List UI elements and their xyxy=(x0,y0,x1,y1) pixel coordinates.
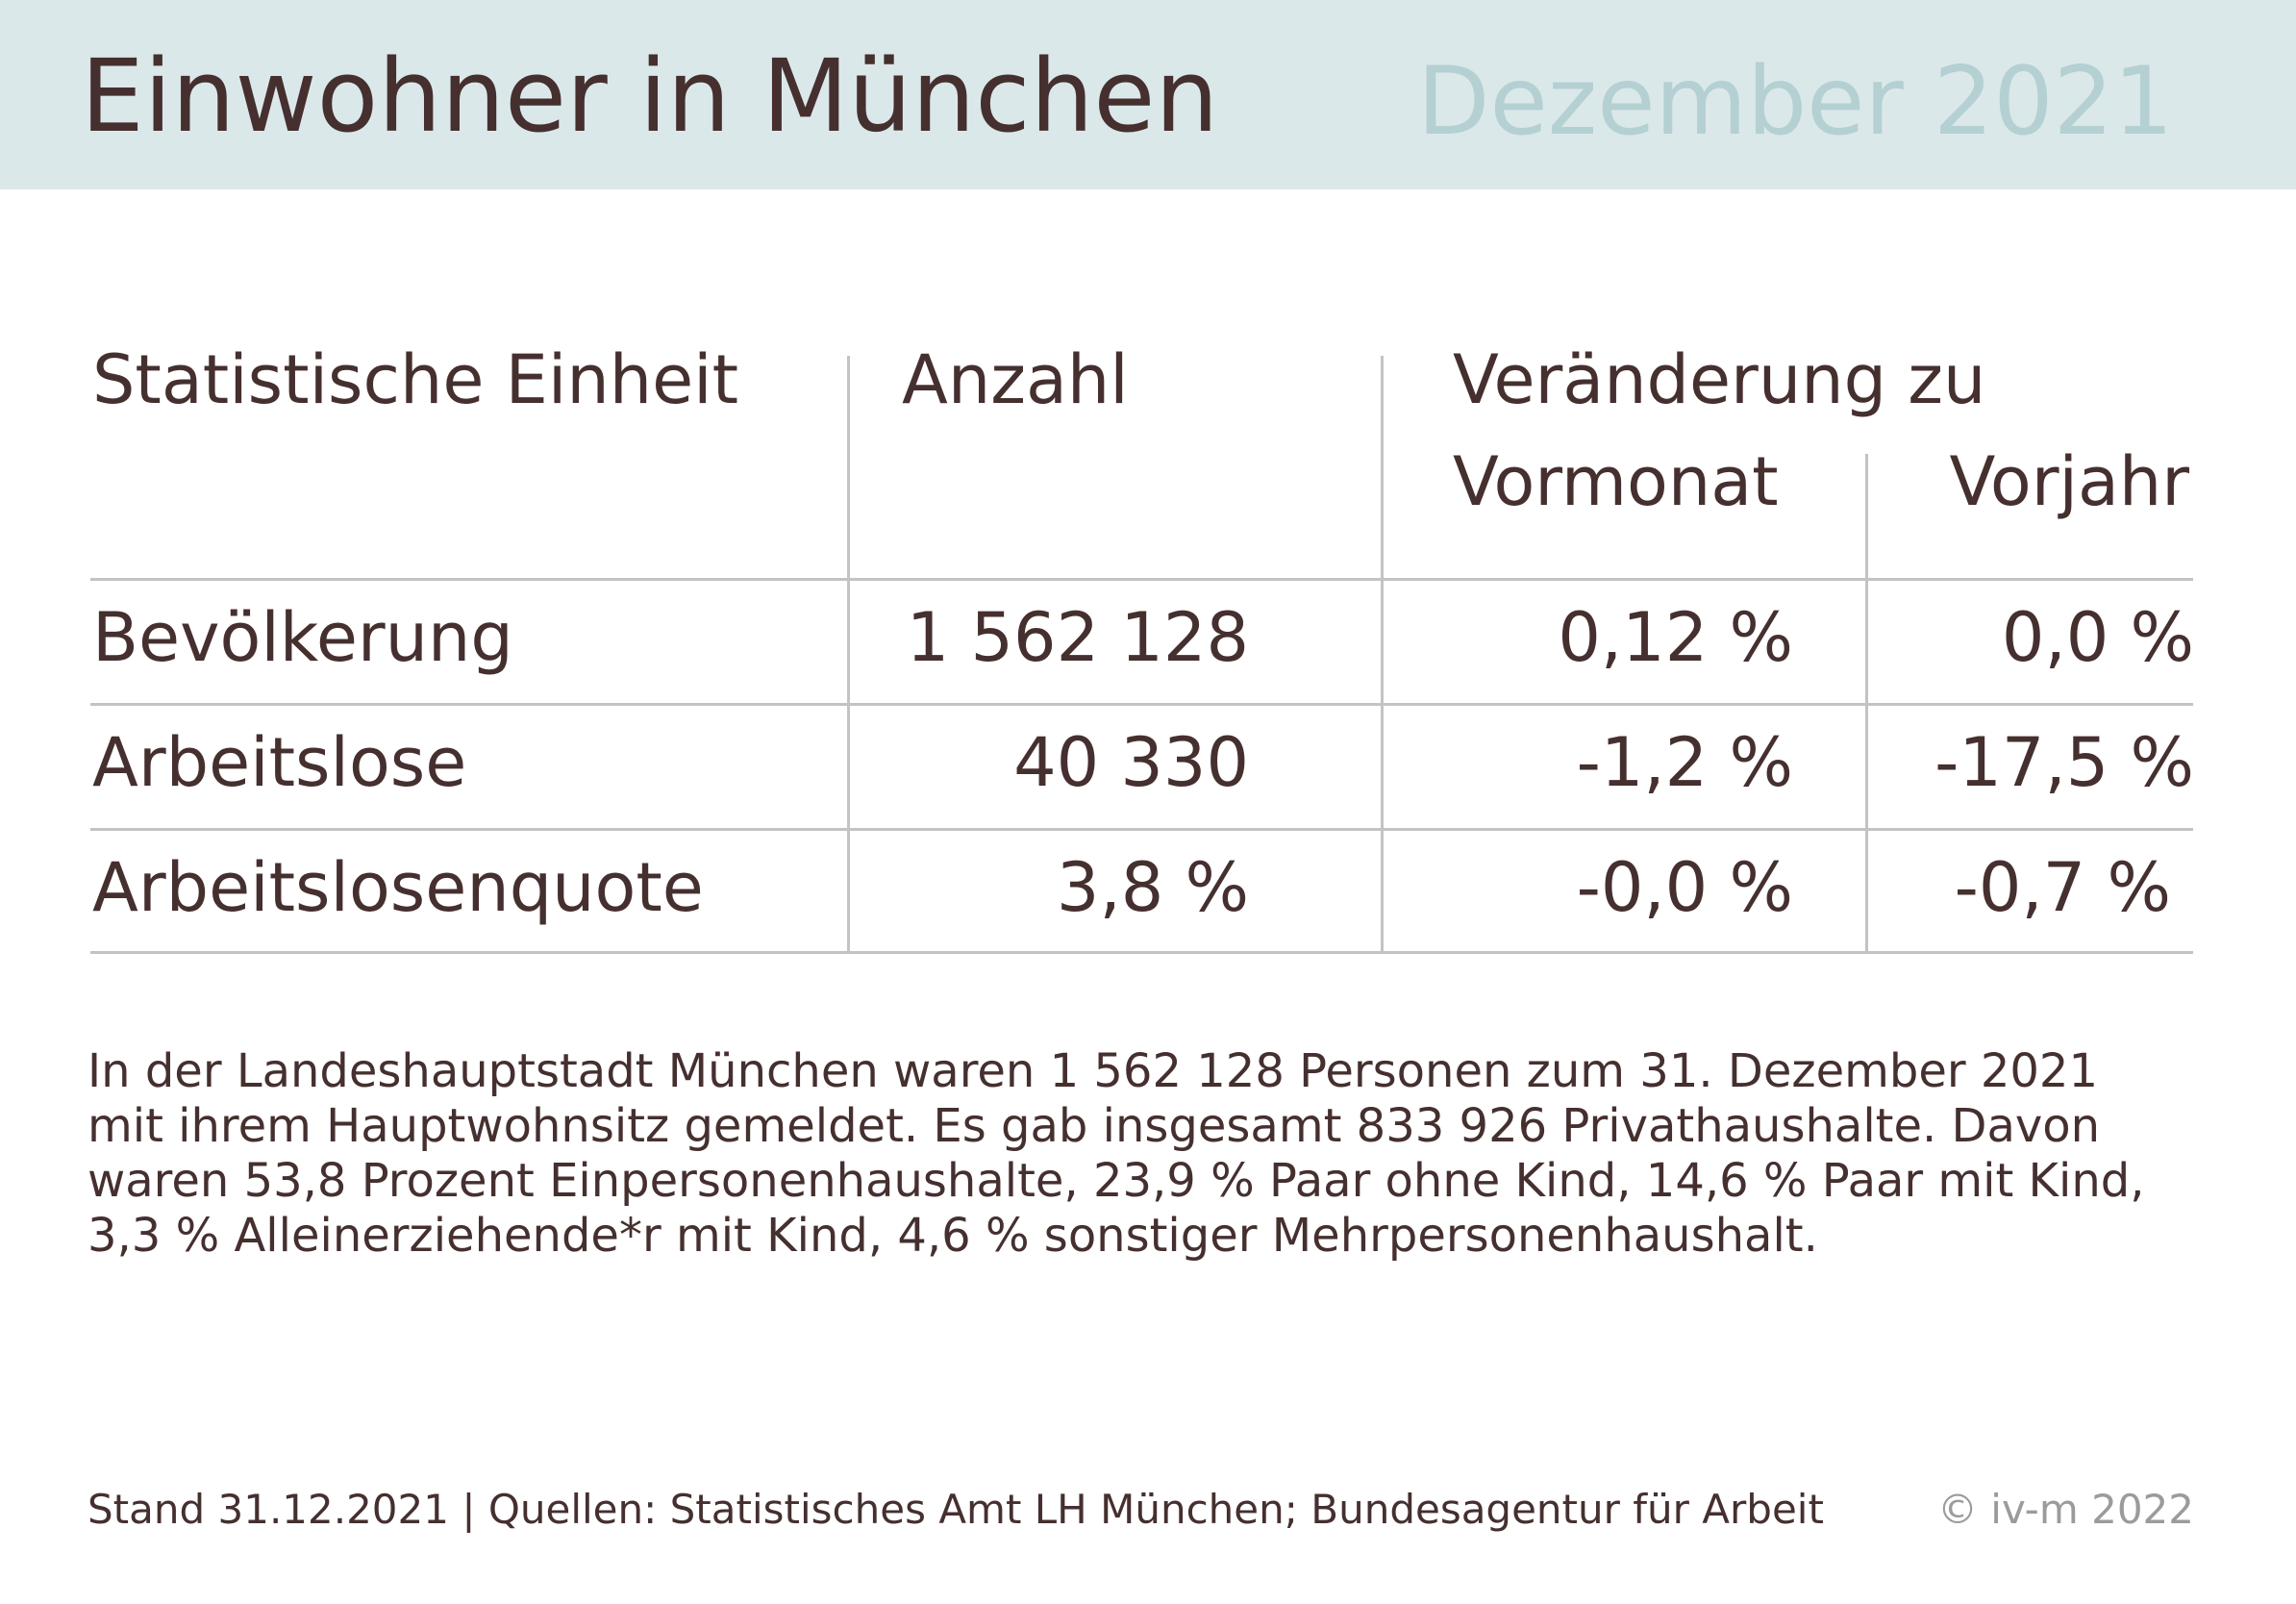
header-prev-year: Vorjahr xyxy=(1949,442,2189,521)
row-prev-month: 0,12 % xyxy=(1558,598,1793,677)
footer-source: Stand 31.12.2021 | Quellen: Statistische… xyxy=(87,1486,1824,1533)
row-count: 3,8 % xyxy=(1056,848,1249,927)
header-count: Anzahl xyxy=(902,340,1129,419)
footer-copyright: © iv-m 2022 xyxy=(1936,1486,2194,1533)
row-divider xyxy=(90,578,2193,581)
row-prev-year: -0,7 % xyxy=(1954,848,2171,927)
page-subtitle: Dezember 2021 xyxy=(1417,47,2174,157)
summary-paragraph: In der Landeshauptstadt München waren 1 … xyxy=(87,1044,2212,1264)
row-prev-month: -0,0 % xyxy=(1576,848,1793,927)
header-prev-month: Vormonat xyxy=(1453,442,1779,521)
row-divider xyxy=(90,828,2193,831)
row-label: Arbeitslose xyxy=(92,723,467,802)
row-count: 40 330 xyxy=(1013,723,1249,802)
summary-line: 3,3 % Alleinerziehende*r mit Kind, 4,6 %… xyxy=(87,1209,1818,1263)
row-count: 1 562 128 xyxy=(906,598,1249,677)
row-divider xyxy=(90,703,2193,706)
summary-line: waren 53,8 Prozent Einpersonenhaushalte,… xyxy=(87,1154,2145,1208)
row-label: Bevölkerung xyxy=(92,598,513,677)
row-prev-year: -17,5 % xyxy=(1934,723,2194,802)
header-unit: Statistische Einheit xyxy=(92,340,739,419)
row-prev-year: 0,0 % xyxy=(2001,598,2194,677)
summary-line: In der Landeshauptstadt München waren 1 … xyxy=(87,1044,2098,1098)
column-divider xyxy=(1381,356,1384,954)
row-divider xyxy=(90,951,2193,954)
header-change: Veränderung zu xyxy=(1453,340,1986,419)
row-label: Arbeitslosenquote xyxy=(92,848,704,927)
header-banner: Einwohner in München Dezember 2021 xyxy=(0,0,2296,189)
column-divider xyxy=(847,356,850,954)
page-title: Einwohner in München xyxy=(81,38,1219,155)
summary-line: mit ihrem Hauptwohnsitz gemeldet. Es gab… xyxy=(87,1099,2101,1153)
row-prev-month: -1,2 % xyxy=(1576,723,1793,802)
